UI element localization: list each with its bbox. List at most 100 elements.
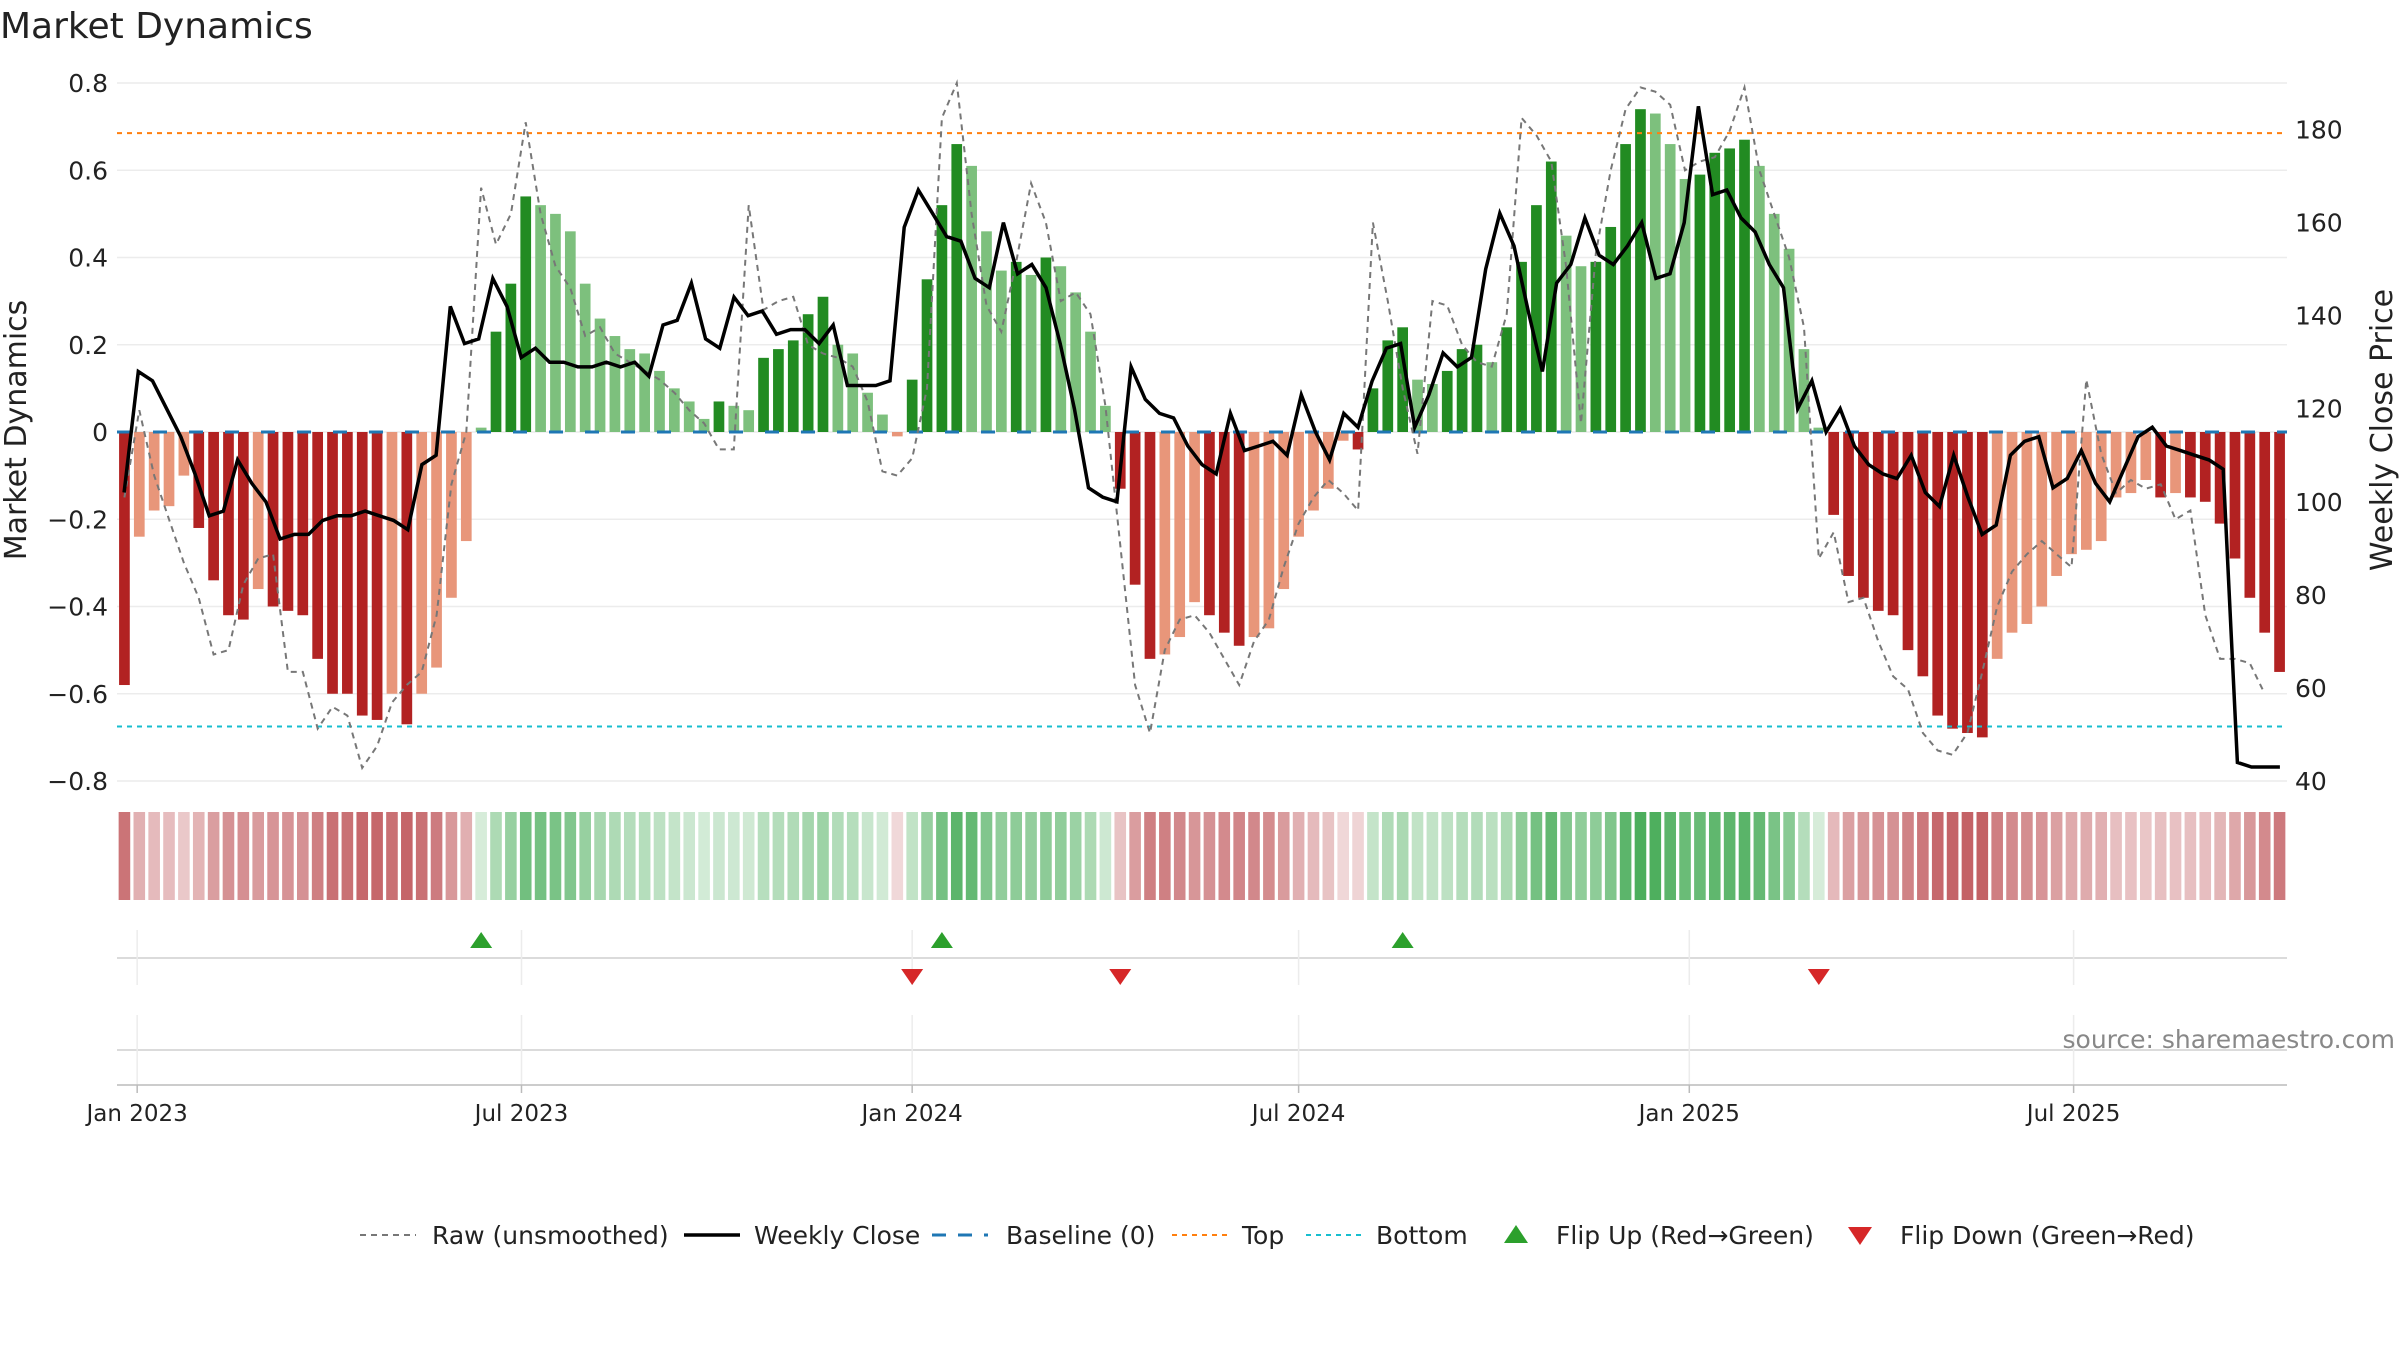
strength-cell [1099, 812, 1112, 900]
strength-cell [222, 812, 235, 900]
strength-cell [1813, 812, 1825, 900]
strength-cell [891, 812, 904, 900]
strength-cell [921, 812, 933, 900]
dynamics-bar [981, 231, 992, 432]
dynamics-bar [342, 432, 353, 694]
dynamics-bar [460, 432, 472, 542]
dynamics-bar [431, 432, 442, 668]
strength-cell [1917, 812, 1929, 900]
strength-cell [1025, 812, 1037, 900]
strength-cell [1381, 812, 1394, 900]
dynamics-bar [2259, 432, 2271, 633]
dynamics-bar [1025, 274, 1037, 432]
strength-cell [1233, 812, 1245, 900]
dynamics-bar [2066, 432, 2077, 555]
strength-cell [1961, 812, 1974, 900]
regime-strength-strip [118, 812, 2286, 900]
strength-cell [1471, 812, 1483, 900]
strength-cell [638, 812, 651, 900]
strength-cell [1857, 812, 1870, 900]
dynamics-bar [1070, 292, 1082, 432]
x-tick-label: Jul 2025 [2025, 1101, 2121, 1127]
dynamics-bar [1486, 362, 1498, 432]
strength-cell [698, 812, 710, 900]
strength-cell [1604, 812, 1617, 900]
strength-cell [2258, 812, 2271, 900]
dynamics-bar [446, 432, 457, 598]
right-axis-ticks: 180 160 140 120 100 80 60 40 [2295, 116, 2343, 796]
dynamics-bar [475, 427, 487, 432]
dynamics-bar [1174, 432, 1186, 638]
flip-down-marker [1109, 969, 1132, 985]
strength-cell [490, 812, 502, 900]
legend-label: Weekly Close [754, 1221, 920, 1250]
dynamics-bar [1887, 432, 1899, 616]
strength-cell [713, 812, 725, 900]
strength-cell [1441, 812, 1454, 900]
dynamics-bars [119, 109, 2285, 738]
strength-cell [1708, 812, 1721, 900]
strength-cell [505, 812, 517, 900]
dynamics-bar [356, 432, 368, 716]
strength-cell [1263, 812, 1275, 900]
dynamics-bar [1872, 432, 1884, 611]
flip-up-marker [470, 932, 493, 948]
flip-up-marker [1391, 932, 1414, 948]
strength-cell [1931, 812, 1944, 900]
legend-label: Flip Up (Red→Green) [1556, 1221, 1814, 1250]
strength-cell [1723, 812, 1736, 900]
dynamics-bar [1233, 432, 1245, 646]
left-tick-label: −0.6 [47, 680, 108, 709]
strength-cell [1456, 812, 1468, 900]
strength-cell [1367, 812, 1379, 900]
dynamics-bar [773, 349, 784, 432]
dynamics-bar [847, 353, 859, 432]
dynamics-bar [579, 283, 591, 432]
dynamics-bar [1144, 432, 1156, 659]
strength-cell [653, 812, 666, 900]
strength-cell [802, 812, 814, 900]
strength-cell [1798, 812, 1810, 900]
dynamics-bar [386, 432, 398, 694]
dynamics-bar [505, 283, 517, 432]
strength-cell [2229, 812, 2241, 900]
strength-cell [2035, 812, 2048, 900]
dynamics-bar [1382, 340, 1394, 432]
dynamics-bar [1545, 161, 1557, 432]
legend-label: Raw (unsmoothed) [432, 1221, 669, 1250]
dynamics-bar [520, 196, 532, 432]
strength-cell [371, 812, 383, 900]
strength-cell [1352, 812, 1364, 900]
right-tick-label: 100 [2295, 488, 2343, 517]
dynamics-bar [609, 336, 621, 432]
strength-cell [609, 812, 621, 900]
right-tick-label: 140 [2295, 302, 2343, 331]
strength-cell [1783, 812, 1795, 900]
legend: Raw (unsmoothed) Weekly Close Baseline (0)… [360, 1221, 2195, 1250]
dynamics-bar [1917, 432, 1929, 677]
dynamics-bar [1427, 384, 1438, 432]
strength-cell [2125, 812, 2137, 900]
dynamics-bar [966, 165, 977, 432]
dynamics-bar [1605, 226, 1617, 432]
dynamics-bar [297, 432, 309, 616]
strength-cell [2169, 812, 2182, 900]
dynamics-bar [1263, 432, 1275, 629]
strength-cell [163, 812, 175, 900]
strength-cell [1634, 812, 1647, 900]
dynamics-bar [178, 432, 190, 476]
dynamics-bar [1100, 405, 1111, 432]
dynamics-bar [698, 418, 710, 432]
dynamics-bar [2125, 432, 2137, 494]
strength-cell [1500, 812, 1513, 900]
strength-cell [1694, 812, 1706, 900]
strength-cell [1991, 812, 2003, 900]
dynamics-bar [2274, 432, 2285, 672]
strength-cell [534, 812, 547, 900]
strength-cell [2021, 812, 2033, 900]
flip-markers-panel [117, 930, 2287, 1085]
raw-unsmoothed-line [123, 79, 2266, 771]
strength-cell [1188, 812, 1201, 900]
strength-cell [832, 812, 844, 900]
dynamics-bar [163, 432, 175, 507]
